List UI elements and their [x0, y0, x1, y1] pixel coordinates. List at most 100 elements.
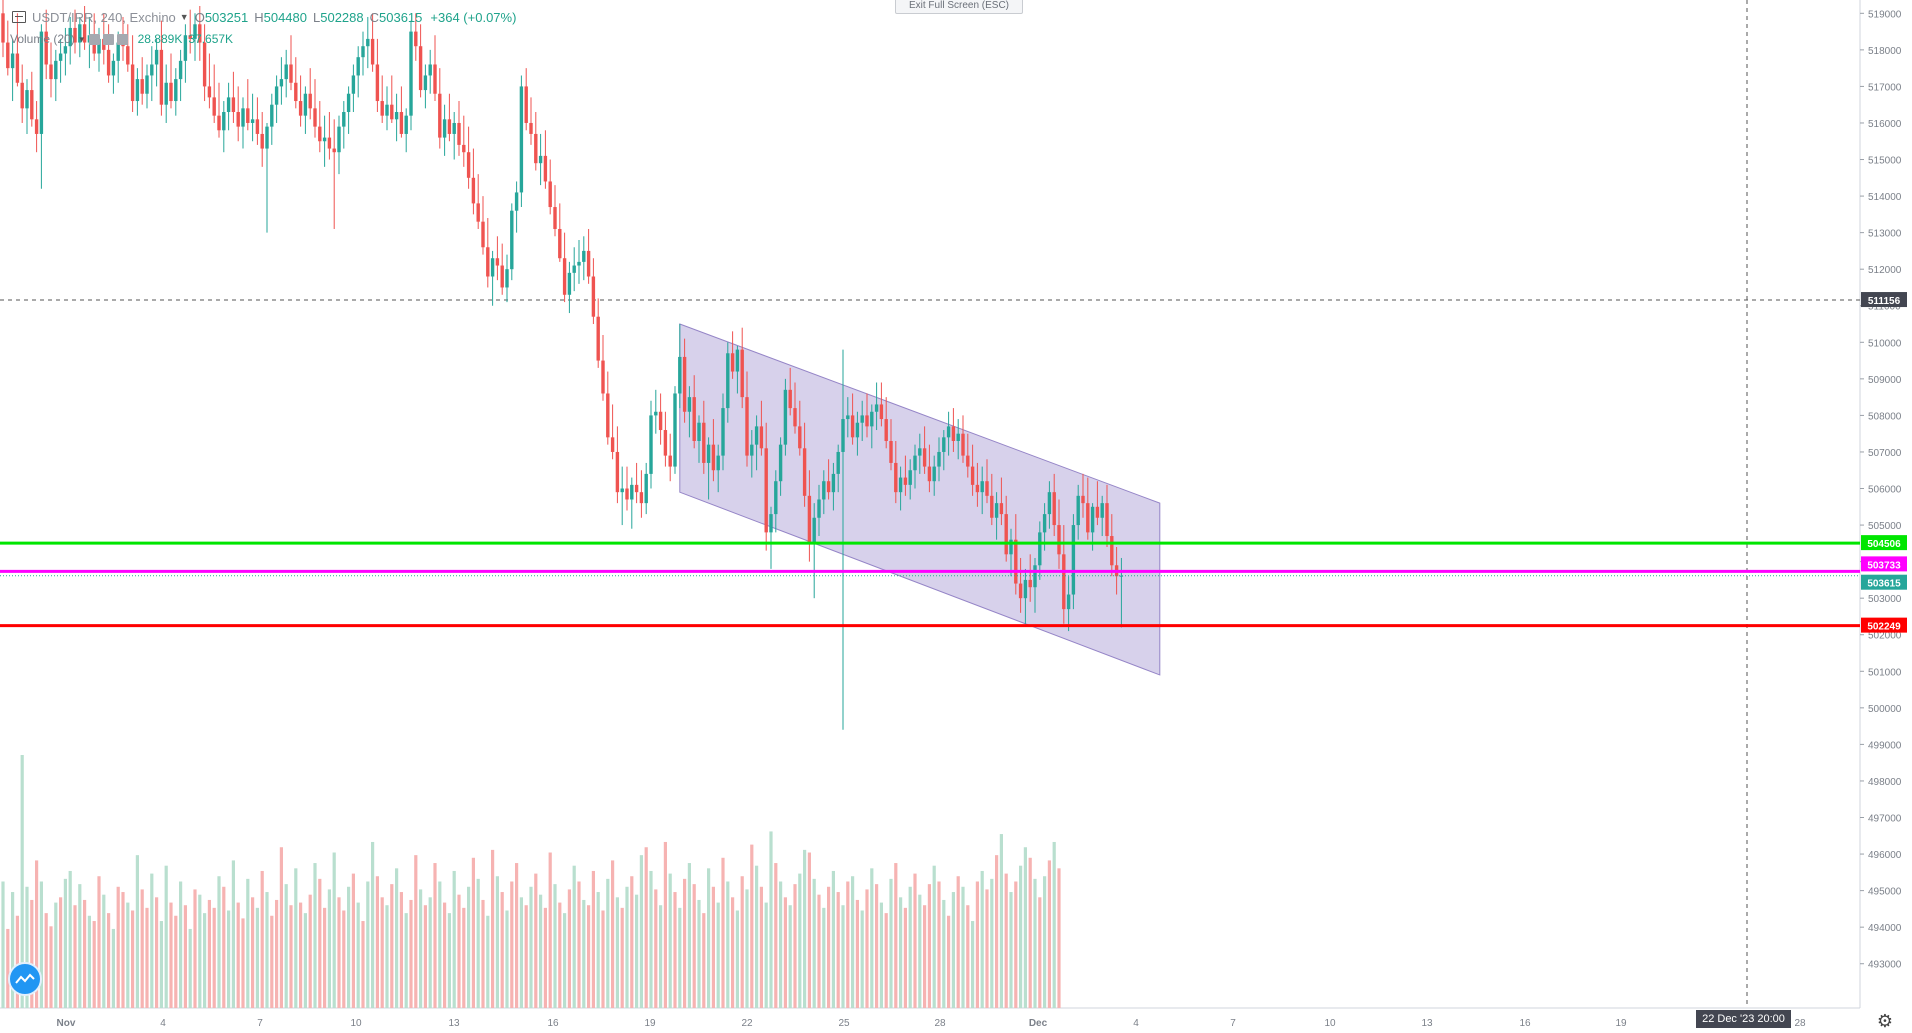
candle-body: [255, 119, 260, 134]
candle-body: [812, 517, 816, 544]
volume-bar: [759, 886, 763, 1008]
candle-body: [1110, 536, 1114, 566]
candle-body: [212, 97, 216, 116]
candle-body: [783, 389, 788, 445]
price-tick-label: 515000: [1868, 156, 1902, 167]
volume-bar: [918, 894, 922, 1008]
volume-bar: [769, 831, 773, 1008]
settings-icon[interactable]: [102, 33, 114, 45]
volume-bar: [380, 897, 384, 1008]
volume-bar: [990, 878, 994, 1008]
volume-bar: [971, 921, 975, 1008]
volume-bar: [851, 876, 855, 1008]
candle-body: [78, 24, 82, 43]
volume-bar: [932, 865, 936, 1008]
candle-body: [68, 27, 72, 47]
symbol-name[interactable]: USDT/IRR, 240, Exchino: [32, 9, 176, 25]
exit-fullscreen-button[interactable]: Exit Full Screen (ESC): [895, 0, 1023, 14]
volume-label[interactable]: Volume (20): [10, 32, 75, 46]
volume-bar: [1004, 873, 1008, 1008]
price-tick-label: 505000: [1868, 521, 1902, 532]
gear-icon[interactable]: ⚙: [1876, 1011, 1894, 1031]
tradingview-logo-icon[interactable]: [8, 962, 42, 996]
open-value: 503251: [204, 9, 249, 25]
candle-body: [860, 415, 864, 423]
volume-bar: [630, 876, 634, 1008]
volume-bar: [980, 870, 984, 1008]
candle-body: [543, 155, 548, 182]
candle-body: [380, 101, 384, 116]
candle-body: [975, 484, 980, 493]
candle-body: [30, 90, 34, 120]
last-price-label: 503615: [1867, 579, 1901, 590]
candle-body: [116, 42, 120, 61]
volume-bar: [294, 868, 298, 1008]
candle-body: [620, 488, 624, 493]
candle-body: [1014, 539, 1018, 584]
candle-body: [932, 466, 936, 482]
volume-bar: [159, 921, 163, 1008]
volume-bar: [995, 855, 999, 1008]
high-value: 504480: [263, 9, 307, 25]
volume-bar: [179, 881, 183, 1008]
low-label: L: [313, 9, 321, 25]
price-tick-label: 493000: [1868, 960, 1902, 971]
candle-body: [25, 90, 29, 109]
volume-bar: [419, 889, 423, 1008]
volume-bar: [903, 907, 907, 1008]
volume-bar: [371, 841, 375, 1008]
candle-body: [217, 115, 221, 131]
volume-bar: [217, 876, 221, 1008]
candle-body: [318, 126, 322, 142]
mid-price-tag: [1861, 556, 1907, 572]
price-tick-label: 510000: [1868, 338, 1902, 349]
volume-bar: [870, 868, 874, 1008]
volume-bar: [107, 913, 111, 1008]
candle-body: [58, 53, 63, 61]
price-tick-label: 501000: [1868, 667, 1902, 678]
candle-body: [332, 148, 336, 153]
candle-body: [418, 46, 423, 91]
candle-body: [260, 133, 264, 149]
volume-bar: [323, 907, 327, 1008]
candle-body: [135, 79, 140, 102]
candle-body: [519, 86, 524, 193]
candle-body: [1071, 525, 1076, 595]
volume-bar: [942, 899, 946, 1008]
volume-bar: [44, 913, 48, 1008]
candle-body: [231, 97, 236, 113]
chevron-down-icon[interactable]: ▼: [179, 12, 189, 22]
candle-body: [178, 60, 183, 80]
candle-body: [226, 97, 231, 113]
candle-body: [404, 115, 408, 134]
close-icon[interactable]: [116, 33, 128, 45]
candle-body: [1033, 565, 1037, 588]
menu-icon[interactable]: [12, 11, 26, 23]
candle-body: [793, 408, 797, 427]
volume-bar: [260, 870, 264, 1008]
candle-body: [207, 86, 212, 98]
candle-body: [999, 503, 1004, 515]
volume-bar: [788, 905, 792, 1008]
price-tick-label: 508000: [1868, 411, 1902, 422]
eye-icon[interactable]: [88, 33, 100, 45]
volume-bar: [1047, 860, 1051, 1008]
volume-bar: [567, 889, 571, 1008]
volume-bar: [639, 855, 643, 1008]
volume-bar: [30, 899, 34, 1008]
candle-body: [481, 221, 485, 248]
price-tick-label: 502000: [1868, 631, 1902, 642]
candle-body: [63, 46, 68, 54]
candle-body: [750, 444, 754, 456]
volume-bar: [543, 907, 547, 1008]
candle-body: [606, 393, 610, 438]
candle-body: [294, 82, 298, 102]
candle-body: [970, 466, 975, 485]
candle-body: [183, 35, 188, 61]
volume-bar: [150, 873, 154, 1008]
candle-body: [558, 228, 562, 259]
price-tick-label: 495000: [1868, 887, 1902, 898]
volume-bar: [303, 913, 307, 1008]
chevron-down-icon[interactable]: ▼: [77, 34, 86, 44]
